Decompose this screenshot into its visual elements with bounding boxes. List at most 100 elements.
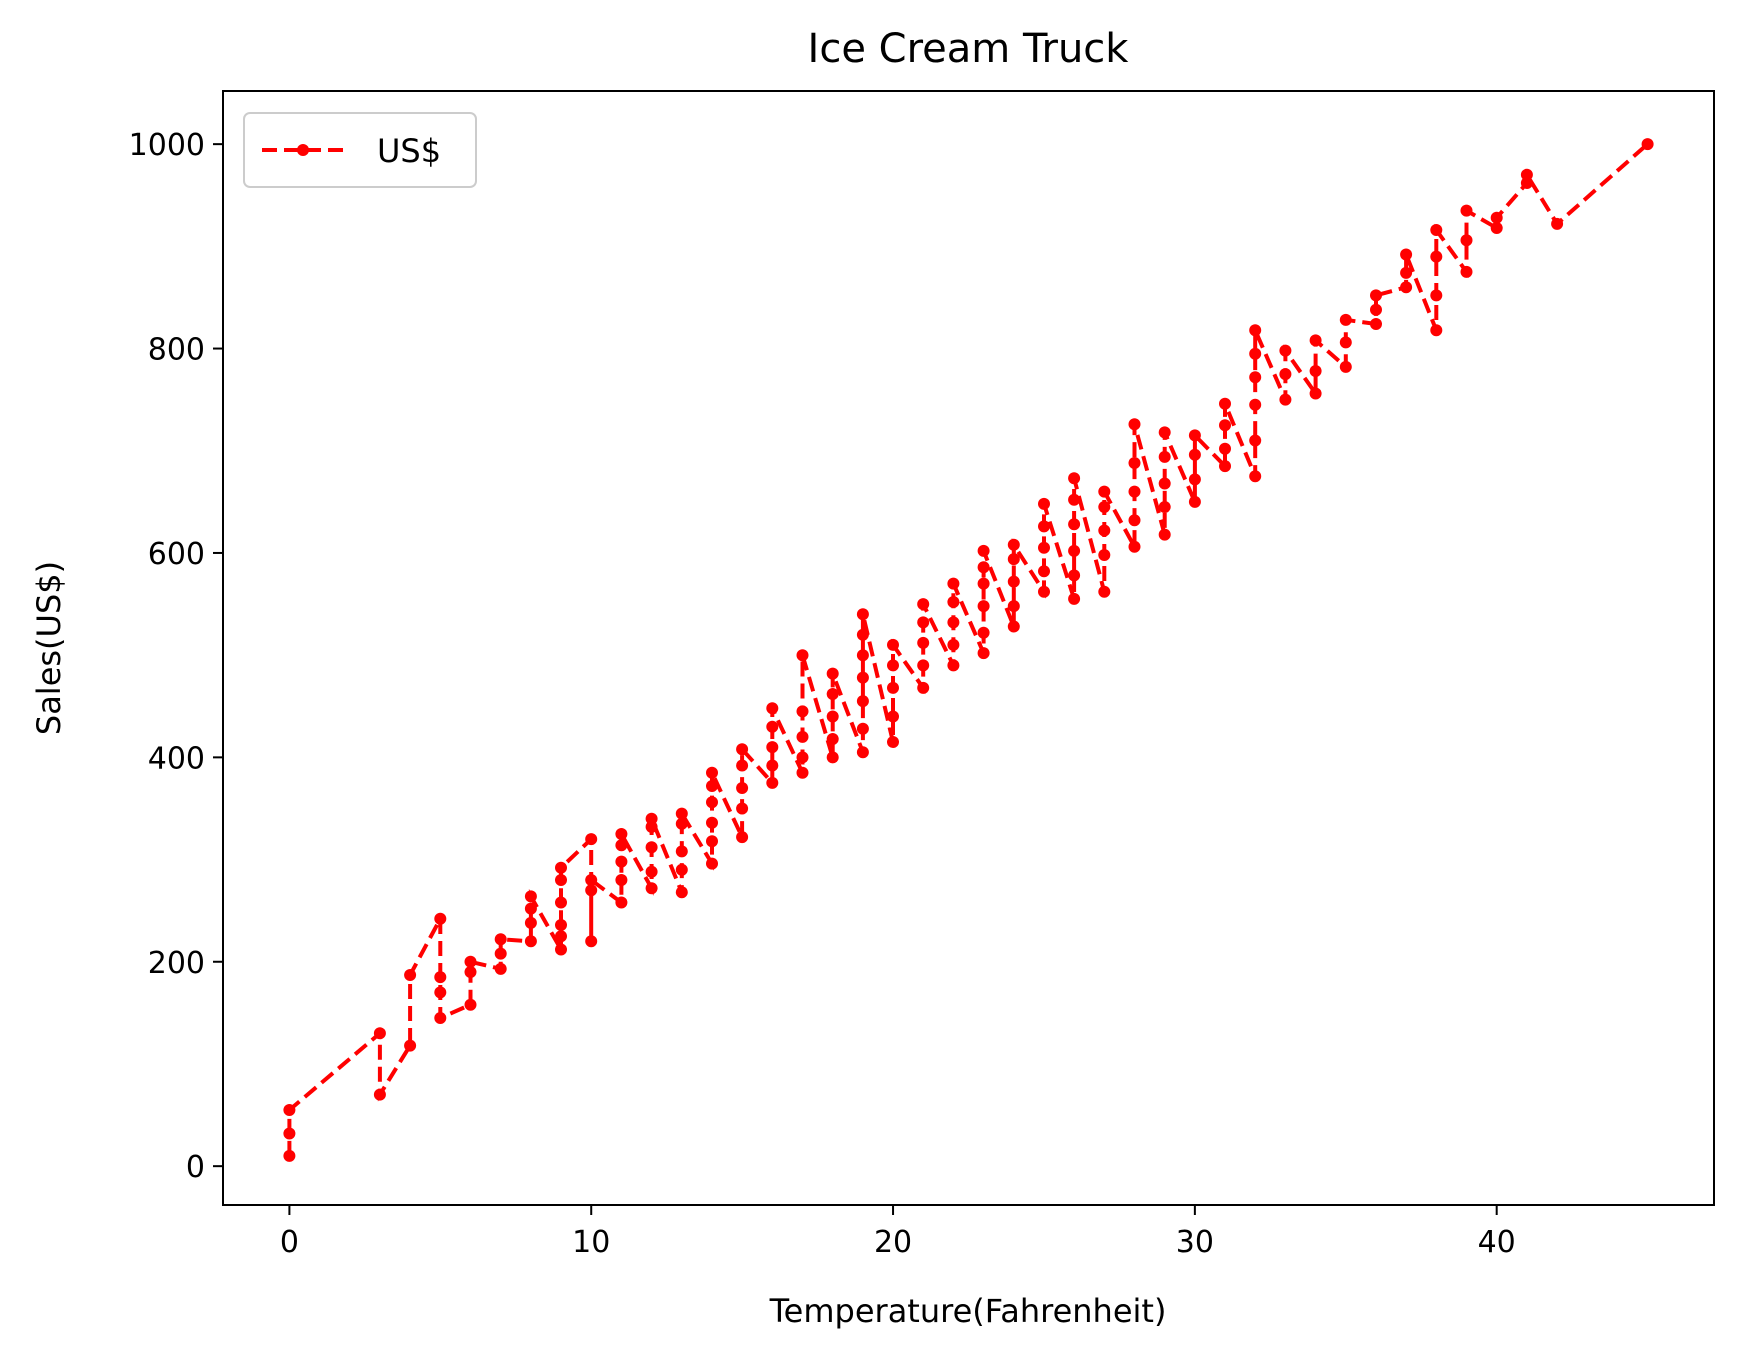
data-point [706,766,718,779]
data-point [856,608,869,621]
data-point [826,688,839,700]
data-point [1520,168,1533,181]
data-point [796,705,809,718]
data-point [494,933,507,946]
data-point [1309,334,1322,347]
data-point [1038,565,1050,578]
data-point [1430,250,1443,263]
data-point [826,751,839,764]
data-point [1188,448,1201,461]
data-point [1370,318,1382,330]
data-point [887,659,899,672]
data-point [494,947,507,960]
data-point [1430,324,1443,337]
data-point [1400,266,1413,279]
data-point [434,912,447,925]
x-tick-label: 0 [280,1225,299,1260]
data-point [585,833,598,846]
data-point [373,1088,386,1101]
data-point [1188,429,1201,442]
data-point [736,759,749,772]
data-point [645,882,658,895]
data-point [796,730,809,743]
data-point [555,943,567,956]
data-point [1098,501,1111,513]
data-point [434,986,447,999]
data-point [1249,398,1262,411]
data-point [977,626,990,639]
data-point [977,647,990,660]
data-point [555,874,567,886]
data-point [585,884,598,897]
data-point [1219,460,1231,473]
data-point [1279,344,1292,357]
data-point [917,616,930,629]
data-point [1219,397,1231,410]
data-point [675,845,688,858]
data-point [1460,234,1473,247]
data-point [766,741,779,754]
y-tick-label: 1000 [129,128,205,163]
data-point [736,802,749,815]
data-point [1309,365,1322,377]
data-point [1068,493,1081,506]
data-point [1339,313,1352,326]
data-point [1007,600,1020,613]
data-point [706,780,718,792]
data-point [555,930,567,943]
data-point [1007,553,1020,566]
data-point [464,998,477,1011]
data-point [1158,501,1171,513]
data-point [1128,485,1141,498]
data-point [917,659,930,672]
data-point [706,857,718,870]
data-point [856,628,869,641]
data-point [675,886,688,899]
x-tick-label: 20 [874,1225,912,1260]
data-point [736,782,749,794]
data-point [373,1027,386,1040]
data-point [887,710,899,723]
data-point [1007,620,1020,633]
data-point [1551,217,1564,230]
data-point [645,812,658,825]
data-point [766,702,779,715]
data-point [887,736,899,748]
data-point [1430,224,1443,236]
data-point [947,577,960,590]
data-point [856,671,869,684]
data-point [947,659,960,672]
data-point [977,561,990,574]
data-point [796,649,809,662]
data-point [1219,419,1231,432]
data-point [1430,289,1443,302]
legend-marker-swatch [297,144,309,156]
data-point [1370,289,1382,302]
data-point [1068,472,1081,485]
data-point [917,681,930,694]
data-point [1158,426,1171,439]
data-point [1007,538,1020,551]
y-tick-label: 600 [148,537,205,572]
data-point [675,817,688,830]
y-axis: 0 200 400 600 800 1000 [129,128,223,1185]
data-point [826,733,839,745]
data-point [524,890,537,903]
data-point [766,720,779,733]
data-point [524,935,537,948]
legend: US$ [243,112,477,188]
data-point [283,1104,296,1116]
data-point [1460,204,1473,217]
data-point [856,722,869,735]
data-point [283,1149,296,1162]
data-point [826,710,839,723]
data-point [917,636,930,649]
data-point [1249,470,1262,483]
data-point [434,1012,447,1024]
data-point [766,759,779,772]
data-point [1249,324,1262,337]
data-point [736,831,749,844]
data-point [615,839,628,852]
